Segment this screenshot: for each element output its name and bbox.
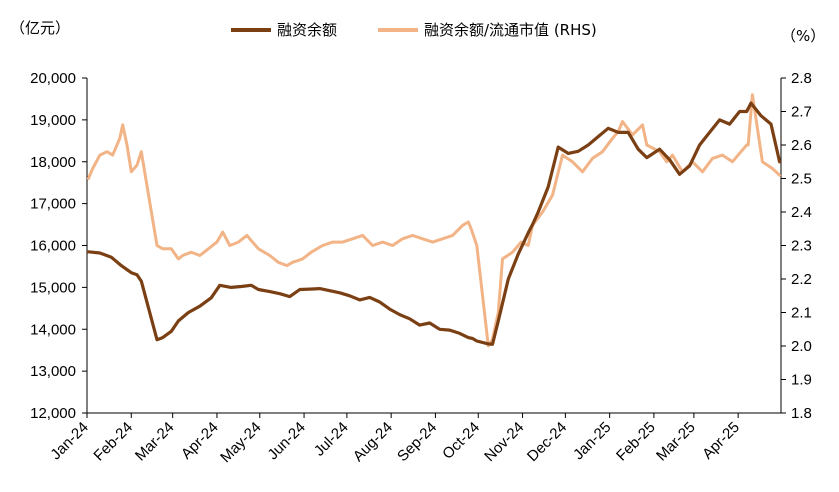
legend: 融资余额 融资余额/流通市值 (RHS)	[231, 21, 597, 39]
x-tick-label: Jun-24	[264, 419, 308, 463]
left-axis-unit: （亿元）	[10, 19, 70, 37]
right-tick-label: 2.8	[791, 70, 812, 87]
right-axis-ticks: 1.8 1.9 2.0 2.1 2.2 2.3 2.4 2.5 2.6 2.7 2.8	[781, 70, 812, 422]
x-tick-label: Jul-24	[311, 419, 352, 460]
x-tick-label: Jan-24	[47, 419, 91, 463]
left-tick-label: 13,000	[30, 363, 76, 380]
left-tick-label: 14,000	[30, 321, 76, 338]
right-axis-unit: （%）	[781, 27, 825, 45]
left-tick-label: 12,000	[30, 405, 76, 422]
x-tick-label: Feb-24	[90, 419, 136, 465]
left-tick-label: 17,000	[30, 196, 76, 213]
right-tick-label: 2.1	[791, 305, 812, 322]
right-tick-label: 2.3	[791, 238, 812, 255]
legend-label-series-2: 融资余额/流通市值 (RHS)	[424, 21, 597, 39]
right-tick-label: 2.6	[791, 137, 812, 154]
x-tick-label: Feb-25	[613, 419, 659, 465]
x-tick-label: Jan-25	[570, 419, 614, 463]
x-tick-label: May-24	[217, 419, 264, 466]
x-tick-label: Aug-24	[350, 419, 396, 465]
x-tick-label: Mar-25	[653, 419, 699, 465]
left-tick-label: 19,000	[30, 112, 76, 129]
right-tick-label: 2.0	[791, 338, 812, 355]
x-tick-label: Dec-24	[524, 419, 570, 465]
right-tick-label: 2.4	[791, 204, 812, 221]
series-layer	[86, 93, 782, 348]
legend-label-series-1: 融资余额	[277, 21, 337, 39]
x-tick-label: Oct-24	[439, 419, 483, 463]
left-tick-label: 15,000	[30, 279, 76, 296]
series-line-margin-ratio	[86, 93, 782, 348]
x-tick-label: Nov-24	[481, 419, 527, 465]
left-tick-label: 16,000	[30, 238, 76, 255]
x-tick-label: Mar-24	[132, 419, 178, 465]
right-tick-label: 2.5	[791, 171, 812, 188]
series-line-margin-balance	[86, 101, 782, 346]
left-tick-label: 18,000	[30, 154, 76, 171]
x-tick-label: Apr-24	[178, 419, 222, 463]
x-tick-label: Sep-24	[394, 419, 440, 465]
right-tick-label: 1.9	[791, 372, 812, 389]
left-axis-ticks: 12,000 13,000 14,000 15,000 16,000 17,000 18,0…	[30, 70, 87, 422]
left-tick-label: 20,000	[30, 70, 76, 87]
right-tick-label: 1.8	[791, 405, 812, 422]
x-tick-label: Apr-25	[699, 419, 743, 463]
right-tick-label: 2.2	[791, 271, 812, 288]
right-tick-label: 2.7	[791, 104, 812, 121]
